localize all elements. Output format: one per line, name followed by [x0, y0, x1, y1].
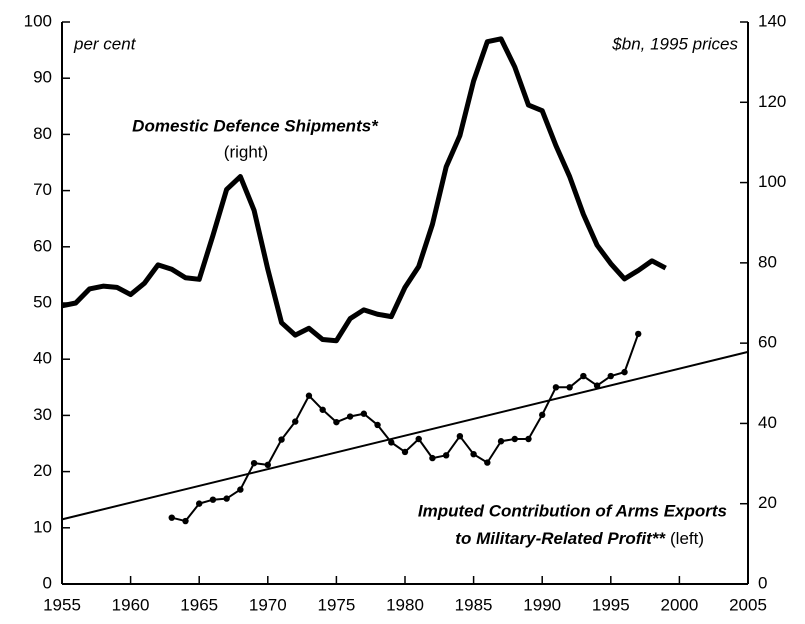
y2-tick-label: 40	[758, 413, 777, 432]
point	[607, 372, 614, 380]
y-tick-label: 60	[33, 236, 52, 255]
x-tick-label: 1965	[180, 595, 218, 614]
y-tick-label: 40	[33, 349, 52, 368]
y2-tick-label: 20	[758, 493, 777, 512]
point	[319, 406, 326, 413]
point	[415, 435, 422, 443]
y-tick-label: 90	[33, 68, 52, 87]
point	[250, 459, 258, 467]
y-tick-label: 70	[33, 180, 52, 199]
y-tick-label: 20	[33, 461, 52, 480]
y2-tick-label: 140	[758, 11, 786, 30]
point	[196, 500, 203, 507]
point	[182, 517, 189, 525]
point	[470, 450, 477, 458]
point	[511, 435, 518, 443]
x-tick-label: 1955	[43, 595, 81, 614]
y2-tick-label: 100	[758, 172, 786, 191]
point	[442, 452, 450, 459]
y-tick-label: 80	[33, 124, 52, 143]
point	[484, 459, 491, 466]
point	[374, 421, 381, 429]
x-tick-label: 1975	[317, 595, 355, 614]
point	[635, 330, 642, 338]
point	[278, 436, 285, 443]
point	[388, 439, 395, 446]
point	[346, 413, 354, 420]
y-tick-label: 0	[43, 573, 52, 592]
point	[497, 438, 505, 445]
y-tick-label: 30	[33, 405, 52, 424]
point	[525, 435, 532, 443]
x-tick-label: 1970	[249, 595, 287, 614]
x-tick-label: 2005	[729, 595, 767, 614]
point	[333, 418, 340, 426]
point	[223, 495, 230, 502]
exports-axis: (left)	[670, 529, 704, 548]
point	[264, 461, 271, 469]
point	[292, 418, 299, 425]
y-tick-label: 100	[24, 11, 52, 30]
x-tick-label: 2000	[660, 595, 698, 614]
shipments-label: Domestic Defence Shipments*	[132, 116, 379, 135]
x-tick-label: 1960	[112, 595, 150, 614]
point	[360, 410, 368, 417]
y2-tick-label: 80	[758, 252, 777, 271]
left-unit: per cent	[73, 34, 137, 53]
y-tick-label: 50	[33, 292, 52, 311]
right-unit: $bn, 1995 prices	[611, 34, 738, 53]
point	[580, 372, 587, 380]
point	[621, 368, 628, 376]
point	[237, 486, 244, 493]
exports-label: to Military-Related Profit** (left)	[455, 529, 704, 548]
point	[593, 382, 601, 389]
line	[171, 333, 640, 523]
point	[168, 514, 175, 521]
x-tick-label: 1980	[386, 595, 424, 614]
point	[539, 411, 546, 419]
x-tick-label: 1990	[523, 595, 561, 614]
x-tick-label: 1985	[455, 595, 493, 614]
y2-tick-label: 60	[758, 333, 777, 352]
x-tick-label: 1995	[592, 595, 630, 614]
point	[456, 432, 464, 440]
shipments-axis: (right)	[224, 142, 268, 161]
line	[61, 36, 667, 344]
point	[401, 448, 409, 456]
point	[429, 454, 436, 462]
point	[566, 384, 573, 391]
y2-tick-label: 120	[758, 92, 786, 111]
y2-tick-label: 0	[758, 573, 767, 592]
exports-label: Imputed Contribution of Arms Exports	[418, 501, 727, 520]
point	[552, 384, 560, 391]
y-tick-label: 10	[33, 517, 52, 536]
line	[61, 350, 749, 521]
point	[305, 392, 313, 399]
point	[209, 496, 217, 503]
exports-label: to Military-Related Profit**	[455, 529, 666, 548]
